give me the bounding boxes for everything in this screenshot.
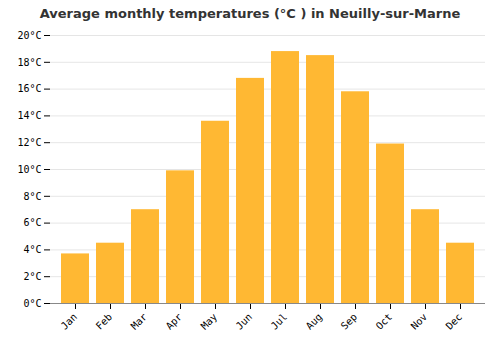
svg-text:12°C: 12°C [17, 137, 41, 148]
svg-text:4°C: 4°C [23, 244, 41, 255]
svg-text:Aug: Aug [304, 311, 325, 332]
svg-text:Jan: Jan [59, 311, 80, 332]
svg-text:Oct: Oct [374, 311, 395, 332]
svg-text:16°C: 16°C [17, 83, 41, 94]
svg-text:8°C: 8°C [23, 191, 41, 202]
svg-text:May: May [199, 311, 220, 332]
svg-text:Feb: Feb [94, 311, 115, 332]
html-text:Average monthly temperatures (: Average monthly temperatures (°C ) in Ne… [39, 6, 461, 21]
svg-text:18°C: 18°C [17, 57, 41, 68]
svg-text:Dec: Dec [444, 311, 465, 332]
svg-text:Jul: Jul [269, 311, 290, 332]
svg-text:Apr: Apr [164, 311, 185, 332]
svg-text:Sep: Sep [339, 311, 360, 332]
svg-text:Jun: Jun [234, 311, 255, 332]
svg-text:10°C: 10°C [17, 164, 41, 175]
svg-text:Mar: Mar [129, 311, 150, 332]
svg-text:Nov: Nov [409, 311, 430, 332]
svg-text:20°C: 20°C [17, 30, 41, 41]
svg-text:14°C: 14°C [17, 110, 41, 121]
svg-text:6°C: 6°C [23, 217, 41, 228]
svg-text:0°C: 0°C [23, 298, 41, 309]
svg-text:2°C: 2°C [23, 271, 41, 282]
